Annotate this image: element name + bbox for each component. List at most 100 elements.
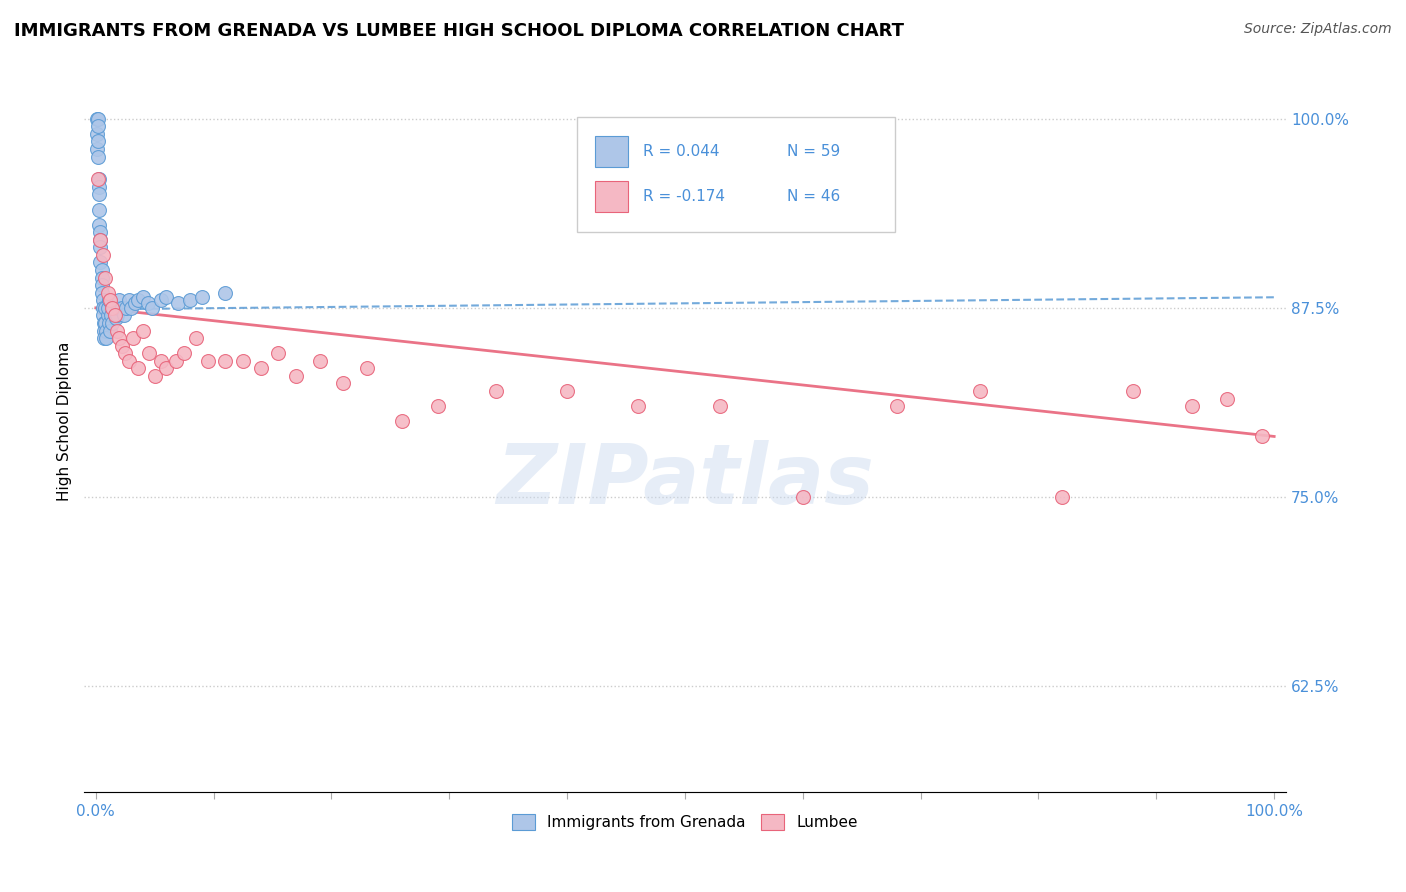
Point (91, 309, 114, 323)
Point (120, 301, 142, 315)
Text: N = 46: N = 46 (787, 189, 841, 204)
Point (90, 263, 112, 277)
Point (426, 399, 449, 413)
Text: R = -0.174: R = -0.174 (643, 189, 725, 204)
Point (96, 309, 118, 323)
Point (89, 233, 111, 247)
Point (97, 293, 120, 308)
Point (90, 285, 112, 300)
Point (132, 324, 155, 338)
Point (100, 309, 122, 323)
Point (179, 293, 201, 308)
Point (332, 376, 354, 391)
Point (1181, 399, 1204, 413)
Point (104, 309, 127, 323)
Point (96, 331, 118, 345)
FancyBboxPatch shape (576, 118, 896, 232)
Point (105, 324, 128, 338)
Point (555, 384, 578, 398)
Point (89, 179, 111, 194)
Point (86, 142, 108, 156)
Point (132, 290, 155, 304)
Point (122, 331, 145, 345)
Point (97, 316, 120, 330)
Point (149, 353, 172, 368)
Point (214, 285, 236, 300)
Point (267, 346, 290, 360)
Point (96, 285, 118, 300)
Point (91, 293, 114, 308)
Point (103, 301, 125, 315)
Point (87, 135, 110, 149)
Point (111, 339, 134, 353)
Point (89, 187, 111, 202)
Point (485, 384, 508, 398)
Point (167, 296, 190, 310)
Point (136, 296, 159, 310)
Point (138, 346, 160, 360)
Point (96, 301, 118, 315)
Point (91, 248, 114, 262)
Point (94, 301, 117, 315)
Point (104, 309, 127, 323)
Point (285, 368, 308, 383)
Point (114, 346, 136, 360)
Point (1251, 429, 1274, 443)
Point (86, 112, 108, 126)
Point (93, 324, 115, 338)
Text: ZIPatlas: ZIPatlas (496, 440, 875, 521)
Point (87, 112, 110, 126)
Y-axis label: High School Diploma: High School Diploma (58, 342, 72, 501)
Point (87, 150, 110, 164)
Text: N = 59: N = 59 (787, 144, 841, 159)
Point (232, 353, 254, 368)
Point (1050, 490, 1073, 504)
Point (165, 353, 187, 368)
Point (89, 202, 111, 217)
Point (98, 324, 121, 338)
Point (149, 293, 172, 308)
Point (356, 361, 378, 376)
Point (89, 172, 111, 186)
Point (1122, 384, 1144, 398)
Point (118, 353, 141, 368)
Point (1216, 392, 1239, 406)
Point (89, 240, 111, 254)
Point (87, 172, 110, 186)
Point (197, 353, 219, 368)
Point (101, 316, 124, 330)
Bar (595, 136, 628, 167)
Point (89, 225, 111, 239)
Point (87, 120, 110, 134)
Point (105, 309, 128, 323)
Point (111, 301, 134, 315)
Point (89, 218, 111, 232)
Point (127, 361, 149, 376)
Point (108, 293, 131, 308)
Point (124, 296, 146, 310)
Point (184, 331, 207, 345)
Point (101, 301, 124, 315)
Point (98, 293, 121, 308)
Point (143, 368, 166, 383)
Text: Source: ZipAtlas.com: Source: ZipAtlas.com (1244, 22, 1392, 37)
Point (93, 331, 115, 345)
Point (886, 399, 908, 413)
Legend: Immigrants from Grenada, Lumbee: Immigrants from Grenada, Lumbee (506, 808, 863, 836)
Point (141, 301, 163, 315)
Point (94, 270, 117, 285)
Point (93, 316, 115, 330)
Text: IMMIGRANTS FROM GRENADA VS LUMBEE HIGH SCHOOL DIPLOMA CORRELATION CHART: IMMIGRANTS FROM GRENADA VS LUMBEE HIGH S… (14, 22, 904, 40)
Point (127, 293, 149, 308)
Point (792, 490, 814, 504)
Text: R = 0.044: R = 0.044 (643, 144, 720, 159)
Point (969, 384, 991, 398)
Point (91, 301, 114, 315)
Point (112, 309, 135, 323)
Point (627, 399, 650, 413)
Point (90, 278, 112, 293)
Point (89, 233, 111, 247)
Point (96, 324, 118, 338)
Point (89, 255, 111, 269)
Bar (595, 181, 628, 212)
